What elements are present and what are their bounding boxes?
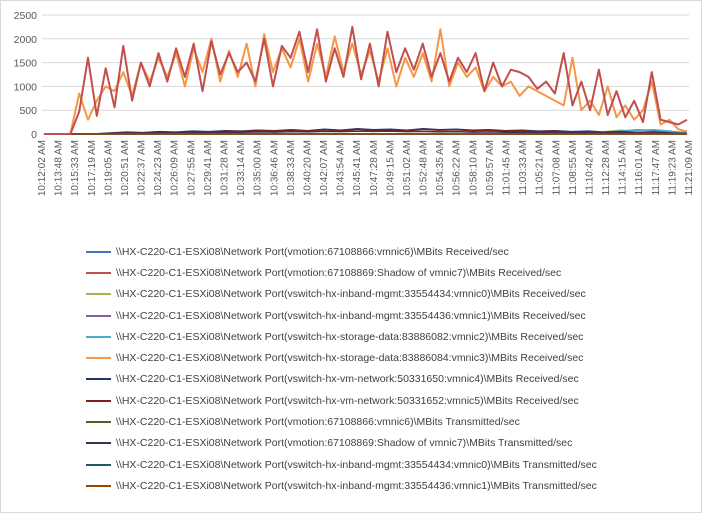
x-tick-label: 11:05:21 AM [535,140,546,195]
legend-item: \\HX-C220-C1-ESXi08\Network Port(vswitch… [86,284,686,305]
legend-label: \\HX-C220-C1-ESXi08\Network Port(vswitch… [116,352,584,365]
x-tick-label: 10:47:28 AM [369,140,380,196]
legend-label: \\HX-C220-C1-ESXi08\Network Port(vswitch… [116,394,579,407]
x-tick-label: 10:59:57 AM [485,140,496,196]
legend-swatch [86,484,111,487]
x-tick-label: 10:29:41 AM [203,140,214,196]
x-axis-ticks: 10:12:02 AM 10:13:48 AM 10:15:33 AM 10:17:1… [37,140,695,196]
series-lines [44,25,688,135]
legend: \\HX-C220-C1-ESXi08\Network Port(vmotion… [86,241,686,497]
legend-item: \\HX-C220-C1-ESXi08\Network Port(vmotion… [86,262,686,283]
legend-item: \\HX-C220-C1-ESXi08\Network Port(vmotion… [86,433,686,454]
x-tick-label: 10:26:09 AM [170,140,181,196]
x-tick-label: 10:56:22 AM [452,140,463,196]
y-tick-label: 2500 [14,10,38,22]
x-tick-label: 10:58:10 AM [468,140,479,196]
legend-label: \\HX-C220-C1-ESXi08\Network Port(vmotion… [116,416,520,429]
legend-label: \\HX-C220-C1-ESXi08\Network Port(vswitch… [116,309,586,322]
series-line-9 [44,130,688,135]
legend-swatch [86,378,111,381]
x-tick-label: 11:07:08 AM [551,140,562,195]
y-axis-ticks: 0 500 1000 1500 2000 2500 [14,10,38,141]
legend-label: \\HX-C220-C1-ESXi08\Network Port(vswitch… [116,330,584,343]
legend-item: \\HX-C220-C1-ESXi08\Network Port(vswitch… [86,454,686,475]
x-tick-label: 11:03:33 AM [518,140,529,195]
x-tick-label: 10:33:14 AM [236,140,247,196]
legend-swatch [86,463,111,466]
x-tick-label: 10:27:55 AM [186,140,197,196]
x-tick-label: 10:17:19 AM [87,140,98,196]
x-tick-label: 10:19:05 AM [103,140,114,196]
x-tick-label: 10:49:15 AM [385,140,396,196]
x-tick-label: 11:12:28 AM [601,140,612,195]
legend-label: \\HX-C220-C1-ESXi08\Network Port(vmotion… [116,266,562,279]
y-tick-label: 2000 [14,34,38,46]
y-tick-label: 1000 [14,81,38,93]
legend-label: \\HX-C220-C1-ESXi08\Network Port(vswitch… [116,373,579,386]
x-tick-label: 10:13:48 AM [54,140,65,196]
x-tick-label: 10:22:37 AM [137,140,148,196]
legend-item: \\HX-C220-C1-ESXi08\Network Port(vswitch… [86,347,686,368]
x-tick-label: 10:36:46 AM [269,140,280,196]
x-tick-label: 10:24:23 AM [153,140,164,196]
legend-label: \\HX-C220-C1-ESXi08\Network Port(vmotion… [116,245,509,258]
legend-swatch [86,293,111,296]
legend-swatch [86,271,111,274]
y-tick-label: 500 [19,105,37,117]
x-tick-label: 11:21:09 AM [684,140,695,195]
x-tick-label: 11:01:45 AM [502,140,513,195]
legend-item: \\HX-C220-C1-ESXi08\Network Port(vswitch… [86,390,686,411]
x-tick-label: 10:40:20 AM [302,140,313,196]
x-tick-label: 10:38:33 AM [286,140,297,196]
legend-label: \\HX-C220-C1-ESXi08\Network Port(vmotion… [116,437,573,450]
x-tick-label: 10:20:51 AM [120,140,131,196]
y-tick-label: 0 [31,129,37,141]
legend-swatch [86,250,111,253]
legend-swatch [86,314,111,317]
legend-swatch [86,442,111,445]
x-tick-label: 10:15:33 AM [70,140,81,196]
x-tick-label: 10:54:35 AM [435,140,446,196]
legend-swatch [86,335,111,338]
series-line-5 [44,28,688,135]
legend-label: \\HX-C220-C1-ESXi08\Network Port(vswitch… [116,479,597,492]
x-tick-label: 10:45:41 AM [352,140,363,196]
legend-swatch [86,357,111,360]
legend-item: \\HX-C220-C1-ESXi08\Network Port(vmotion… [86,241,686,262]
legend-item: \\HX-C220-C1-ESXi08\Network Port(vswitch… [86,305,686,326]
legend-label: \\HX-C220-C1-ESXi08\Network Port(vswitch… [116,458,597,471]
x-tick-label: 10:12:02 AM [37,140,48,196]
series-line-1 [44,25,688,135]
legend-item: \\HX-C220-C1-ESXi08\Network Port(vswitch… [86,326,686,347]
legend-label: \\HX-C220-C1-ESXi08\Network Port(vswitch… [116,288,586,301]
x-tick-label: 10:52:48 AM [419,140,430,196]
x-tick-label: 10:43:54 AM [336,140,347,196]
legend-item: \\HX-C220-C1-ESXi08\Network Port(vswitch… [86,475,686,496]
legend-item: \\HX-C220-C1-ESXi08\Network Port(vmotion… [86,411,686,432]
x-tick-label: 11:08:55 AM [568,140,579,195]
x-tick-label: 11:14:15 AM [618,140,629,195]
x-tick-label: 10:31:28 AM [219,140,230,196]
x-tick-label: 11:10:42 AM [584,140,595,195]
x-tick-label: 10:42:07 AM [319,140,330,196]
x-tick-label: 11:16:01 AM [634,140,645,195]
legend-swatch [86,399,111,402]
legend-swatch [86,421,111,424]
x-tick-label: 10:35:00 AM [253,140,264,196]
legend-item: \\HX-C220-C1-ESXi08\Network Port(vswitch… [86,369,686,390]
x-tick-label: 10:51:02 AM [402,140,413,196]
line-chart: 0 500 1000 1500 2000 2500 10:12:02 AM 10:13:48… [14,10,695,196]
x-tick-label: 11:19:23 AM [667,140,678,195]
x-tick-label: 11:17:47 AM [651,140,662,195]
y-tick-label: 1500 [14,58,38,70]
